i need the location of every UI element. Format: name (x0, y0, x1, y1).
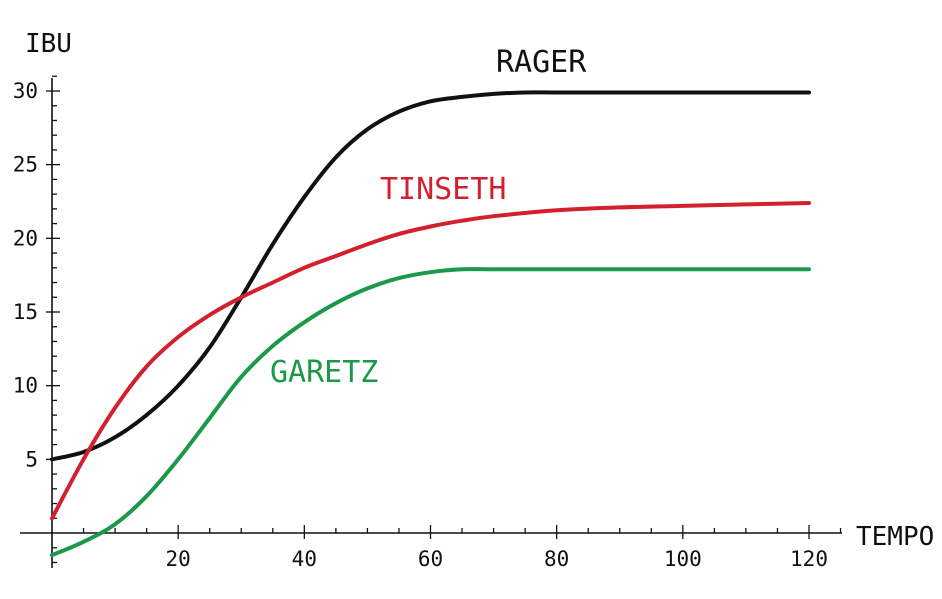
y-tick-label: 5 (25, 447, 38, 471)
series-line-garetz (50, 267, 811, 558)
y-tick-label: 10 (13, 374, 38, 398)
series-labels: RAGER TINSETH GARETZ (270, 45, 587, 390)
x-tick-label: 40 (292, 547, 317, 571)
series-label-tinseth: TINSETH (380, 172, 506, 207)
x-tick-label: 100 (664, 547, 702, 571)
series-label-garetz: GARETZ (270, 355, 378, 390)
y-tick-label: 25 (13, 153, 38, 177)
x-tick-label: 60 (418, 547, 443, 571)
x-tick-label: 120 (790, 547, 828, 571)
major-ticks (46, 90, 810, 539)
y-tick-label: 15 (13, 300, 38, 324)
x-tick-label: 20 (166, 547, 191, 571)
series-line-rager (50, 90, 811, 462)
tick-labels: 5 10 15 20 25 30 20 40 60 80 100 120 (13, 79, 828, 571)
minor-ticks (52, 75, 842, 564)
series-label-rager: RAGER (496, 45, 587, 80)
y-tick-label: 20 (13, 226, 38, 250)
y-axis-title: IBU (25, 29, 72, 59)
y-tick-label: 30 (13, 79, 38, 103)
x-tick-label: 80 (544, 547, 569, 571)
axes (20, 75, 842, 568)
series-line-tinseth (50, 201, 811, 521)
x-axis-title: TEMPO (856, 522, 934, 552)
series-lines (50, 90, 811, 558)
